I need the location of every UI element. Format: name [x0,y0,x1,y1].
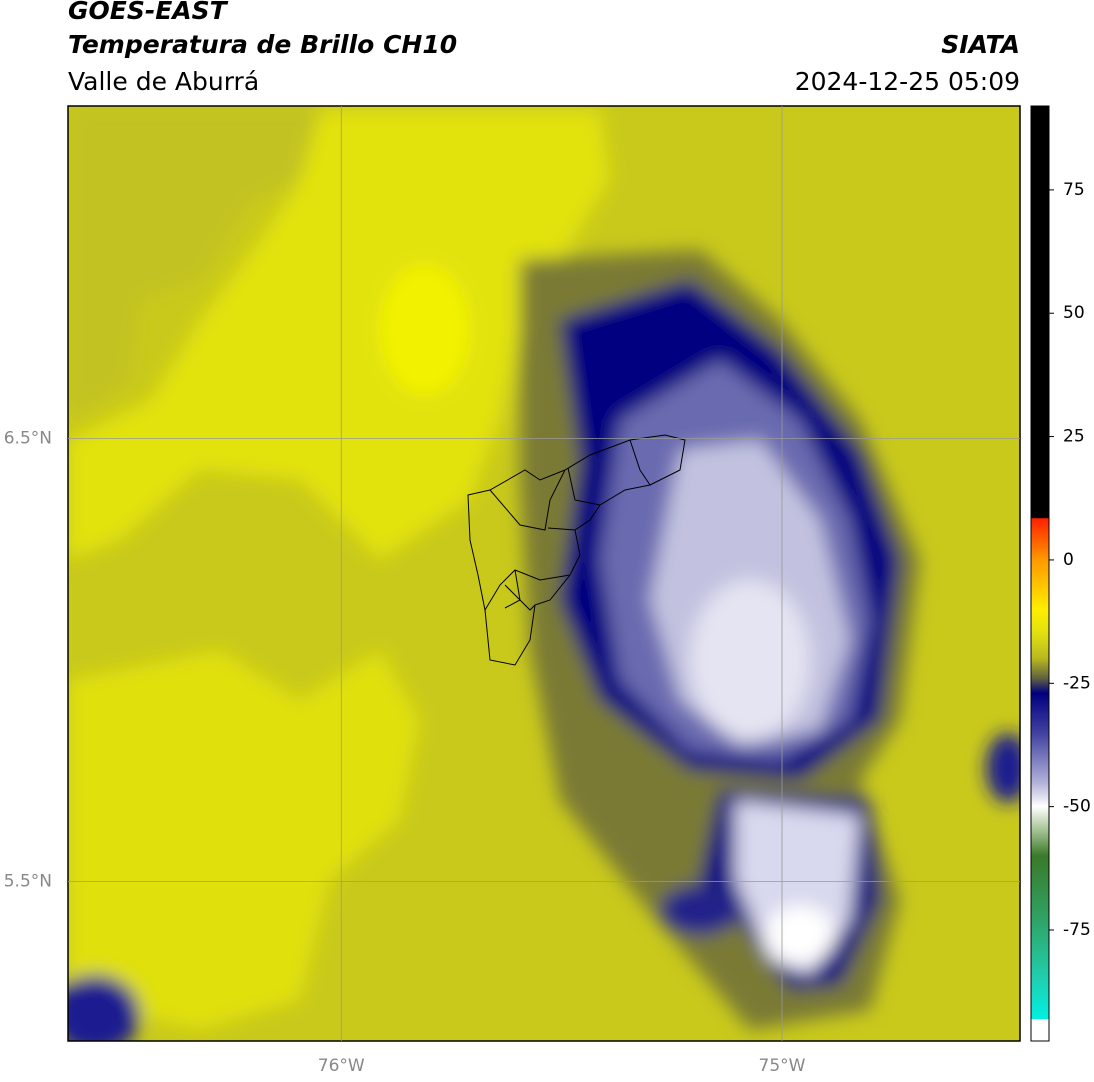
subtitle: Temperatura de Brillo CH10 [68,30,457,59]
y-tick-label: 5.5°N [4,871,52,891]
title: GOES-EAST [68,0,229,25]
region: Valle de Aburrá [68,67,259,96]
colorbar-tick-label: 50 [1063,303,1085,323]
x-tick-label: 75°W [759,1056,806,1076]
colorbar-tick-label: 0 [1063,550,1074,570]
colorbar-tick-label: 75 [1063,180,1085,200]
y-tick-label: 6.5°N [4,428,52,448]
source: SIATA [941,30,1020,59]
imagery [68,106,1020,1041]
colorbar [1030,105,1050,1042]
x-tick-label: 76°W [318,1056,365,1076]
colorbar-tick-label: -50 [1063,797,1091,817]
map-frame [67,105,1021,1042]
colorbar-tick-label: 25 [1063,427,1085,447]
datetime: 2024-12-25 05:09 [795,67,1020,96]
colorbar-tick-label: -75 [1063,920,1091,940]
colorbar-tick-label: -25 [1063,673,1091,693]
